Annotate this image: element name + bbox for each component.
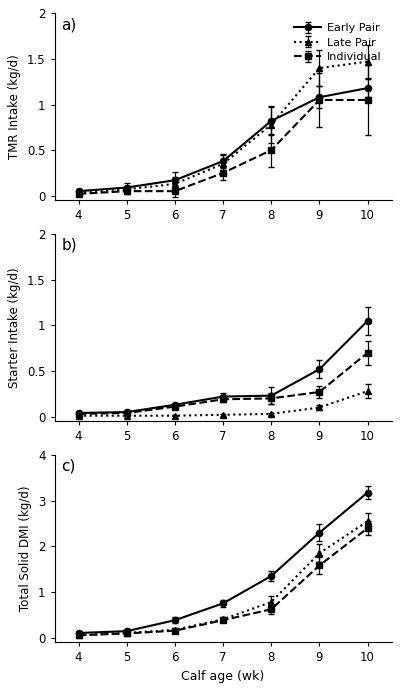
- Legend: Early Pair, Late Pair, Individual: Early Pair, Late Pair, Individual: [289, 19, 386, 66]
- Y-axis label: TMR Intake (kg/d): TMR Intake (kg/d): [8, 55, 21, 159]
- Text: b): b): [61, 238, 77, 253]
- X-axis label: Calf age (wk): Calf age (wk): [182, 670, 265, 683]
- Text: a): a): [61, 17, 76, 32]
- Y-axis label: Total Solid DMI (kg/d): Total Solid DMI (kg/d): [20, 486, 32, 612]
- Y-axis label: Starter Intake (kg/d): Starter Intake (kg/d): [8, 267, 21, 388]
- Text: c): c): [61, 459, 76, 474]
